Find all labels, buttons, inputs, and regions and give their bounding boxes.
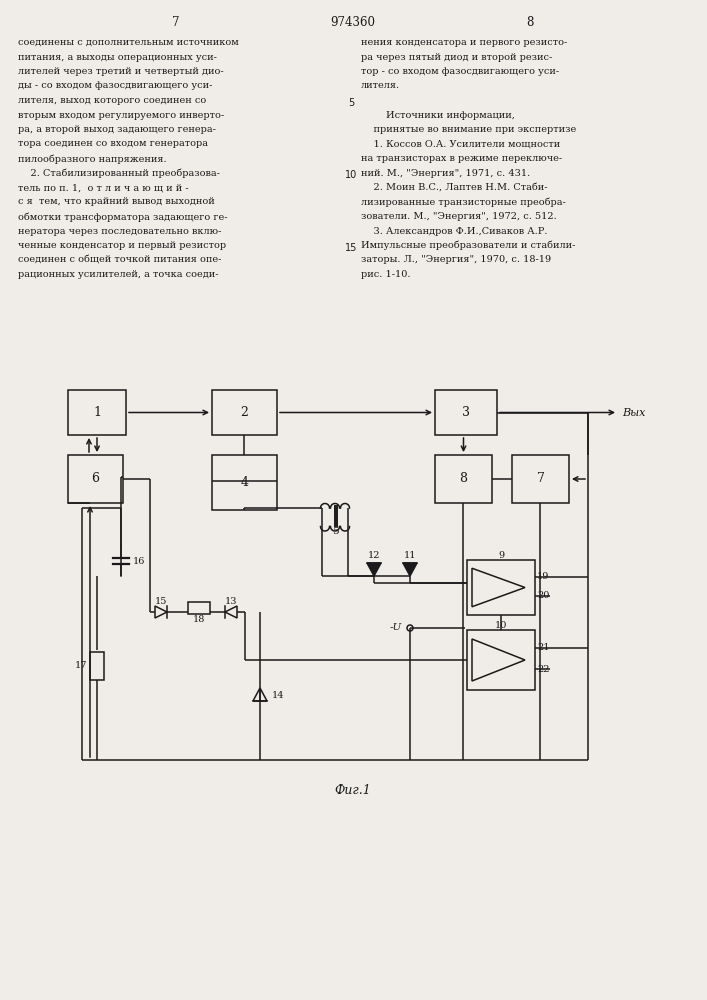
Text: зователи. М., "Энергия", 1972, с. 512.: зователи. М., "Энергия", 1972, с. 512.: [361, 212, 556, 221]
Text: тель по п. 1,  о т л и ч а ю щ и й -: тель по п. 1, о т л и ч а ю щ и й -: [18, 183, 189, 192]
Bar: [90, 652, 104, 680]
Text: 1. Коссов О.А. Усилители мощности: 1. Коссов О.А. Усилители мощности: [361, 139, 560, 148]
Text: 8: 8: [460, 473, 467, 486]
Text: 2: 2: [240, 406, 248, 419]
Polygon shape: [367, 563, 381, 576]
Text: 7: 7: [173, 15, 180, 28]
Text: ра, а второй выход задающего генера-: ра, а второй выход задающего генера-: [18, 125, 216, 134]
Text: 12: 12: [368, 552, 380, 560]
Text: 20: 20: [537, 591, 549, 600]
Text: вторым входом регулируемого инверто-: вторым входом регулируемого инверто-: [18, 110, 224, 119]
Text: 18: 18: [193, 614, 205, 624]
Text: 974360: 974360: [330, 15, 375, 28]
Text: на транзисторах в режиме переключе-: на транзисторах в режиме переключе-: [361, 154, 562, 163]
Text: 15: 15: [155, 597, 167, 606]
Text: 14: 14: [272, 690, 284, 700]
Text: 13: 13: [225, 597, 238, 606]
Text: 3. Александров Ф.И.,Сиваков А.Р.: 3. Александров Ф.И.,Сиваков А.Р.: [361, 227, 547, 235]
Text: нения конденсатора и первого резисто-: нения конденсатора и первого резисто-: [361, 38, 567, 47]
Text: пилообразного напряжения.: пилообразного напряжения.: [18, 154, 167, 163]
Text: Источники информации,: Источники информации,: [361, 110, 515, 119]
Text: 4: 4: [240, 476, 248, 489]
Text: принятые во внимание при экспертизе: принятые во внимание при экспертизе: [361, 125, 576, 134]
Text: обмотки трансформатора задающего ге-: обмотки трансформатора задающего ге-: [18, 212, 228, 222]
Bar: [212, 455, 277, 510]
Text: заторы. Л., "Энергия", 1970, с. 18-19: заторы. Л., "Энергия", 1970, с. 18-19: [361, 255, 551, 264]
Bar: [435, 390, 497, 435]
Text: лизированные транзисторные преобра-: лизированные транзисторные преобра-: [361, 198, 566, 207]
Text: соединены с дополнительным источником: соединены с дополнительным источником: [18, 38, 239, 47]
Text: 21: 21: [537, 644, 549, 652]
Text: рационных усилителей, а точка соеди-: рационных усилителей, а точка соеди-: [18, 270, 218, 279]
Text: рис. 1-10.: рис. 1-10.: [361, 270, 411, 279]
Text: лителя.: лителя.: [361, 82, 400, 91]
Text: 8: 8: [526, 15, 534, 28]
Text: 7: 7: [537, 473, 544, 486]
Bar: [188, 602, 210, 614]
Text: 9: 9: [498, 550, 504, 560]
Text: 11: 11: [404, 552, 416, 560]
Text: нератора через последовательно вклю-: нератора через последовательно вклю-: [18, 227, 221, 235]
Text: 1: 1: [93, 406, 101, 419]
Text: 2. Моин В.С., Лаптев Н.М. Стаби-: 2. Моин В.С., Лаптев Н.М. Стаби-: [361, 183, 547, 192]
Text: 10: 10: [495, 620, 507, 630]
Text: лителя, выход которого соединен со: лителя, выход которого соединен со: [18, 96, 206, 105]
Bar: [435, 455, 492, 503]
Text: 16: 16: [133, 556, 146, 566]
Text: ний. М., "Энергия", 1971, с. 431.: ний. М., "Энергия", 1971, с. 431.: [361, 168, 530, 178]
Text: 3: 3: [462, 406, 470, 419]
Text: ра через пятый диод и второй резис-: ра через пятый диод и второй резис-: [361, 52, 552, 62]
Polygon shape: [403, 563, 417, 576]
Text: 17: 17: [74, 662, 87, 670]
Bar: [467, 560, 535, 615]
Text: 6: 6: [91, 473, 100, 486]
Text: с я  тем, что крайний вывод выходной: с я тем, что крайний вывод выходной: [18, 198, 215, 207]
Bar: [467, 630, 535, 690]
Text: 22: 22: [537, 664, 549, 674]
Text: питания, а выходы операционных уси-: питания, а выходы операционных уси-: [18, 52, 217, 62]
Text: 19: 19: [537, 572, 549, 581]
Text: 10: 10: [345, 170, 357, 180]
Text: 5: 5: [332, 528, 339, 536]
Text: соединен с общей точкой питания опе-: соединен с общей точкой питания опе-: [18, 255, 221, 264]
Text: Импульсные преобразователи и стабили-: Импульсные преобразователи и стабили-: [361, 241, 575, 250]
Text: 2. Стабилизированный преобразова-: 2. Стабилизированный преобразова-: [18, 168, 220, 178]
Text: Вых: Вых: [622, 408, 645, 418]
Text: ды - со входом фазосдвигающего уси-: ды - со входом фазосдвигающего уси-: [18, 82, 212, 91]
Bar: [68, 390, 126, 435]
Text: тор - со входом фазосдвигающего уси-: тор - со входом фазосдвигающего уси-: [361, 67, 559, 76]
Bar: [68, 455, 123, 503]
Text: лителей через третий и четвертый дио-: лителей через третий и четвертый дио-: [18, 67, 223, 76]
Bar: [512, 455, 569, 503]
Text: ченные конденсатор и первый резистор: ченные конденсатор и первый резистор: [18, 241, 226, 250]
Text: 15: 15: [345, 243, 357, 253]
Bar: [212, 390, 277, 435]
Text: 5: 5: [348, 98, 354, 108]
Text: Фиг.1: Фиг.1: [334, 784, 371, 796]
Text: -U: -U: [390, 624, 402, 633]
Text: тора соединен со входом генератора: тора соединен со входом генератора: [18, 139, 208, 148]
